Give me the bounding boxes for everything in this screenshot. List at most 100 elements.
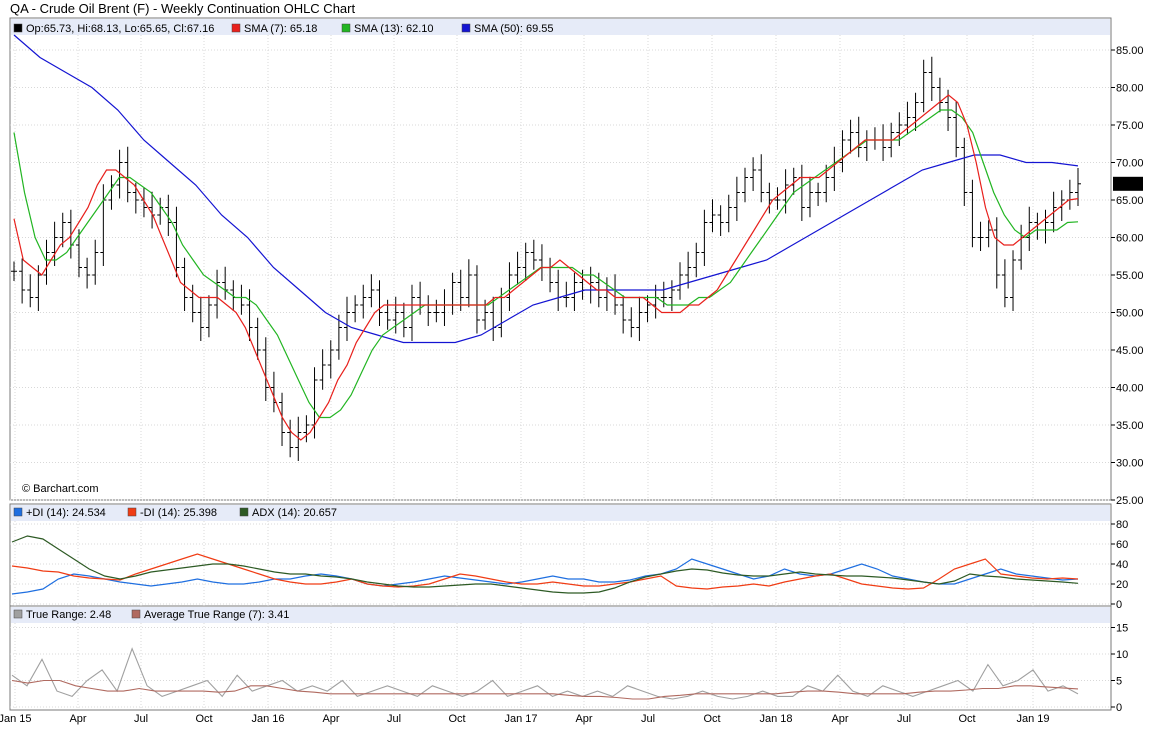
ohlc-bar [1010, 250, 1017, 311]
legend-text: SMA (7): 65.18 [244, 23, 317, 35]
ohlc-bar [1026, 206, 1033, 251]
tr-pane-border [9, 605, 1112, 711]
legend-text: Average True Range (7): 3.41 [144, 609, 289, 621]
ohlc-bar [287, 419, 294, 458]
legend-swatch [131, 609, 141, 619]
ohlc-bar [953, 101, 960, 158]
legend-swatch [461, 23, 471, 33]
ohlc-bar [368, 274, 375, 308]
ohlc-bar [725, 194, 732, 233]
y-tick-label: 70.00 [1116, 158, 1144, 170]
legend-swatch [231, 23, 241, 33]
ohlc-bar [92, 239, 99, 285]
tr-series-0 [11, 647, 1079, 700]
ohlc-bar [319, 349, 326, 390]
price-legend-band [11, 19, 1110, 35]
y-tick-label: 40.00 [1116, 383, 1144, 395]
x-tick-label: Oct [448, 713, 465, 725]
y-tick-label: 75.00 [1116, 120, 1144, 132]
ohlc-bar [51, 221, 58, 266]
legend-swatch [341, 23, 351, 33]
ohlc-bar [262, 337, 269, 401]
ohlc-bar [969, 179, 976, 248]
y-tick-label: 5 [1116, 676, 1122, 688]
y-tick-label: 30.00 [1116, 458, 1144, 470]
ohlc-bar [782, 169, 789, 214]
legend-text: Op:65.73, Hi:68.13, Lo:65.65, Cl:67.16 [26, 23, 214, 35]
ohlc-bar [254, 317, 261, 360]
legend-swatch [239, 507, 249, 517]
ohlc-bar [620, 295, 627, 334]
ohlc-bar [181, 257, 188, 311]
ohlc-bar [43, 239, 50, 285]
ohlc-bar [912, 92, 919, 131]
ohlc-bar [636, 296, 643, 341]
ohlc-bar [855, 116, 862, 158]
ohlc-bar [920, 59, 927, 113]
ohlc-bar [27, 274, 34, 308]
x-tick-label: Apr [322, 713, 339, 725]
ohlc-bar [977, 221, 984, 251]
ohlc-bar [360, 284, 367, 319]
x-tick-label: Jan 19 [1016, 713, 1049, 725]
ohlc-bar [644, 295, 651, 323]
ohlc-bar [806, 176, 813, 218]
legend-text: ADX (14): 20.657 [252, 507, 337, 519]
x-tick-label: Jan 17 [504, 713, 537, 725]
y-tick-label: 40 [1116, 559, 1128, 571]
ohlc-bar [766, 182, 773, 214]
y-tick-label: 50.00 [1116, 308, 1144, 320]
x-tick-label: Oct [703, 713, 720, 725]
last-price-tag [1113, 176, 1143, 191]
y-tick-label: 15 [1116, 623, 1128, 635]
ohlc-bar [392, 296, 399, 334]
x-tick-label: Jul [897, 713, 911, 725]
ohlc-bar [717, 205, 724, 236]
price-pane-border [9, 17, 1112, 501]
legend-text: -DI (14): 25.398 [140, 507, 217, 519]
ohlc-bar [741, 167, 748, 203]
x-tick-label: Apr [831, 713, 848, 725]
ohlc-bar [433, 299, 440, 323]
chart-title: QA - Crude Oil Brent (F) - Weekly Contin… [10, 1, 356, 16]
ohlc-bar [677, 262, 684, 300]
y-tick-label: 60.00 [1116, 233, 1144, 245]
ohlc-bar [522, 242, 529, 281]
ohlc-bar [279, 392, 286, 446]
ohlc-bar [693, 242, 700, 278]
legend-swatch [13, 507, 23, 517]
dmi-series-0 [11, 558, 1079, 595]
y-tick-label: 85.00 [1116, 45, 1144, 57]
x-tick-label: Jul [387, 713, 401, 725]
ohlc-bar [709, 199, 716, 233]
ohlc-bar [165, 194, 172, 236]
legend-swatch [13, 23, 23, 33]
x-tick-label: Apr [69, 713, 86, 725]
tr-legend-band [11, 607, 1110, 623]
ohlc-bar [571, 272, 578, 311]
y-tick-label: 55.00 [1116, 270, 1144, 282]
ohlc-bar [563, 281, 570, 308]
ohlc-bar [376, 280, 383, 326]
x-tick-label: Jul [134, 713, 148, 725]
legend-swatch [127, 507, 137, 517]
ohlc-bar [246, 289, 253, 341]
ohlc-bar [116, 149, 123, 199]
ohlc-bar [205, 295, 212, 338]
ohlc-bar [295, 416, 302, 461]
y-tick-label: 45.00 [1116, 345, 1144, 357]
ohlc-bar [993, 217, 1000, 289]
y-tick-label: 80.00 [1116, 83, 1144, 95]
y-tick-label: 65.00 [1116, 195, 1144, 207]
ohlc-bar [514, 251, 521, 285]
y-tick-label: 25.00 [1116, 495, 1144, 507]
y-tick-label: 35.00 [1116, 420, 1144, 432]
ohlc-bar [733, 176, 740, 221]
legend-text: True Range: 2.48 [26, 609, 111, 621]
ohlc-bar [961, 137, 968, 206]
ohlc-bar [758, 154, 765, 203]
ohlc-bar [985, 220, 992, 248]
legend-text: SMA (50): 69.55 [474, 23, 554, 35]
ohlc-bar [335, 314, 342, 360]
